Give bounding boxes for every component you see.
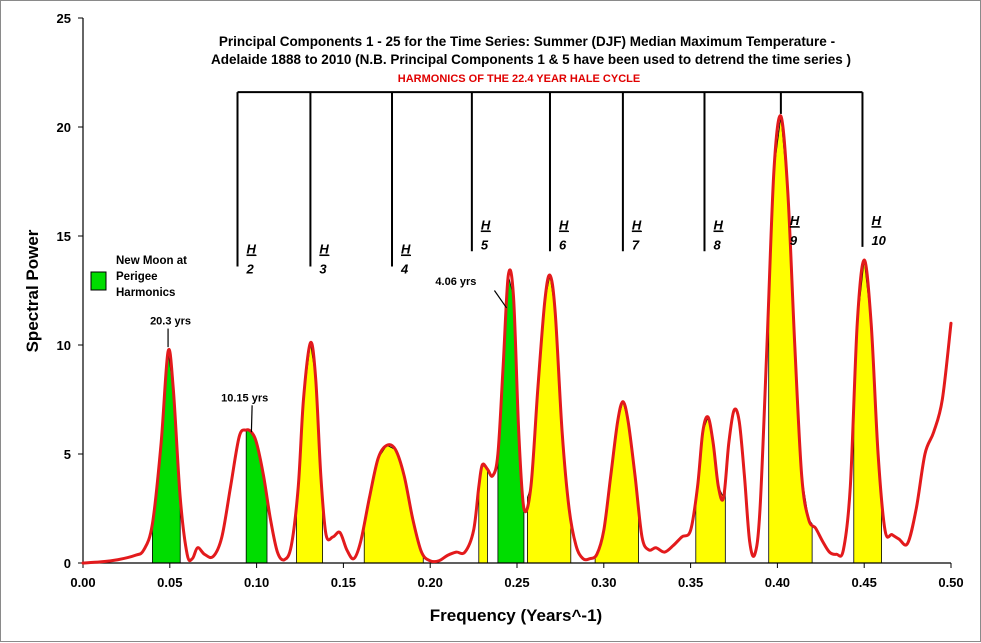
y-tick-label: 5: [64, 447, 71, 462]
annotation-leader-10-15-yrs: [250, 405, 253, 433]
harmonic-label-number-10: 10: [871, 233, 886, 248]
y-tick-label: 10: [57, 338, 71, 353]
harmonic-label-h-10: H: [871, 213, 881, 228]
hale-harmonic-band-2: [363, 445, 424, 564]
legend-label-line-3: Harmonics: [116, 287, 175, 299]
hale-harmonic-band-6: [695, 417, 726, 564]
harmonic-label-number-4: 4: [400, 261, 409, 276]
harmonic-label-number-5: 5: [481, 237, 489, 252]
y-tick-label: 25: [57, 11, 71, 26]
chart-title-line-1: Principal Components 1 - 25 for the Time…: [219, 34, 835, 49]
annotation-20-3-yrs: 20.3 yrs: [150, 316, 191, 328]
period-annotations: 20.3 yrs 10.15 yrs 4.06 yrs: [150, 276, 508, 433]
harmonic-label-number-7: 7: [632, 237, 640, 252]
harmonic-label-number-3: 3: [319, 261, 327, 276]
harmonic-label-h-2: H: [247, 241, 257, 256]
legend: New Moon at Perigee Harmonics: [90, 255, 187, 299]
hale-harmonic-band-4: [527, 275, 572, 564]
harmonic-label-h-5: H: [481, 217, 491, 232]
harmonic-label-number-2: 2: [246, 261, 255, 276]
harmonic-label-number-8: 8: [713, 237, 721, 252]
x-tick-label: 0.20: [418, 575, 443, 590]
harmonic-label-number-9: 9: [790, 233, 798, 248]
chart-title-line-2: Adelaide 1888 to 2010 (N.B. Principal Co…: [211, 52, 851, 67]
x-tick-label: 0.40: [765, 575, 790, 590]
y-tick-label: 0: [64, 556, 71, 571]
x-tick-label: 0.10: [244, 575, 269, 590]
harmonic-label-h-7: H: [632, 217, 642, 232]
x-tick-label: 0.15: [331, 575, 356, 590]
x-tick-label: 0.45: [852, 575, 877, 590]
x-tick-label: 0.35: [678, 575, 703, 590]
harmonic-label-h-6: H: [559, 217, 569, 232]
new-moon-band-3: [497, 275, 525, 564]
legend-label-line-2: Perigee: [116, 271, 158, 283]
chart-subtitle: HARMONICS OF THE 22.4 YEAR HALE CYCLE: [398, 73, 640, 85]
annotation-leader-4-06-yrs: [493, 290, 508, 309]
annotation-4-06-yrs: 4.06 yrs: [435, 276, 476, 288]
harmonic-label-h-9: H: [790, 213, 800, 228]
x-tick-label: 0.00: [70, 575, 95, 590]
hale-harmonic-band-7: [768, 117, 813, 564]
harmonic-label-h-8: H: [713, 217, 723, 232]
spectral-power-line: [81, 114, 953, 565]
x-tick-label: 0.30: [591, 575, 616, 590]
harmonic-label-h-4: H: [401, 241, 411, 256]
harmonic-label-number-6: 6: [559, 237, 567, 252]
hale-harmonic-markers: H 2 H 3 H 4 H 5 H 6 H 7 H 8 H 9 H 10: [236, 91, 887, 276]
legend-label-line-1: New Moon at: [116, 255, 187, 267]
x-tick-label: 0.50: [938, 575, 963, 590]
x-axis-label: Frequency (Years^-1): [430, 606, 602, 625]
legend-swatch-new-moon: [90, 271, 107, 291]
x-tick-label: 0.25: [504, 575, 529, 590]
axes: 0.00 0.05 0.10 0.15 0.20 0.25 0.30 0.35 0.40 0.45…: [57, 11, 964, 590]
new-moon-band-2: [245, 429, 268, 564]
y-tick-label: 20: [57, 120, 71, 135]
x-tick-label: 0.05: [157, 575, 182, 590]
annotation-10-15-yrs: 10.15 yrs: [221, 392, 268, 404]
harmonic-label-h-3: H: [319, 241, 329, 256]
y-axis-label: Spectral Power: [23, 229, 42, 352]
y-tick-label: 15: [57, 229, 71, 244]
